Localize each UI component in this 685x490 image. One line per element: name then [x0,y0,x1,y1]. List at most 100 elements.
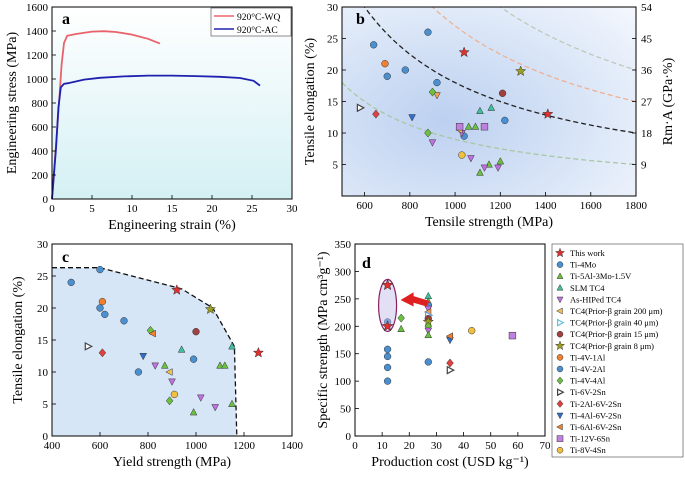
panel-a: 0 5 10 15 20 25 30 0 200 400 600 800 1000 1200 1400 160… [5,2,298,233]
data-point [468,327,476,335]
legend-marker [556,399,564,408]
x-tick-label: 20 [404,440,416,452]
x-axis-label: Production cost (USD kg⁻¹) [371,455,529,470]
data-point [471,122,480,130]
legend-label: Ti-2Al-6V-2Sn [570,399,622,409]
x-tick-label: 70 [540,440,552,452]
y-tick-label: 1200 [26,50,49,62]
iso-curve-1 [363,7,636,134]
legend-label: As-HIPed TC4 [570,294,622,304]
axes-frame [354,243,546,437]
data-point [98,348,107,358]
data-point [383,72,391,80]
y-tick-label: 1000 [26,74,49,86]
y-tick-label: 10 [37,367,49,379]
svg-text:b: b [356,11,365,28]
legend-marker [554,340,566,351]
y-tick-label: 400 [32,146,49,158]
x-tick-label: 400 [44,440,61,452]
data-point [170,390,179,399]
y-tick-label: 300 [335,266,352,278]
legend-label: TC4(Prior-β grain 200 μm) [570,306,663,316]
data-point-this-work [381,278,394,291]
legend-marker [556,412,564,420]
data-point [408,114,416,122]
data-point [171,284,183,295]
data-point [476,168,484,176]
data-point [84,342,94,351]
y-tick-label: 600 [32,122,49,134]
y-tick-label: 15 [327,97,339,109]
data-point [383,345,392,353]
x-tick-label: 1200 [489,200,512,212]
x-tick-label: 30 [287,203,299,215]
data-point [446,365,456,375]
legend-label: Ti-4Mo [570,260,596,270]
x-tick-label: 10 [377,440,389,452]
y-tick-label: 0 [43,194,49,206]
data-point [476,106,484,114]
legend-label: Ti-4V-2Al [570,364,606,374]
data-point [168,378,176,386]
x-tick-label: 600 [92,440,109,452]
y-tick-label: 0 [43,431,49,443]
data-point [228,342,236,350]
legend-label: Ti-8V-4Sn [570,445,607,455]
data-point [433,78,441,87]
panel-label-d: d [362,255,371,272]
data-point [424,358,432,366]
x-tick-label: 15 [167,203,179,215]
x-tick-label: 600 [356,200,373,212]
y-axis-label: Specific strength (MPa cm³g⁻¹) [316,251,331,428]
x-tick-label: 20 [207,203,219,215]
data-point [446,358,454,368]
x-tick-label: 1200 [233,440,256,452]
data-point [220,361,229,369]
data-point [467,155,475,163]
legend-marker [556,354,564,361]
data-point [401,66,409,74]
plot-background [52,7,292,199]
data-point [487,103,496,111]
legend-marker [556,423,563,431]
legend-marker [556,446,564,454]
data-point [160,361,169,369]
x-tick-label: 30 [431,440,443,452]
iso-curve-4 [634,7,636,8]
data-point [228,399,236,407]
data-point [96,265,104,274]
data-point [494,164,502,172]
data-point [424,330,433,339]
data-point [501,116,509,125]
legend-marker [556,435,564,442]
envelope-fill [52,267,237,436]
legend-marker [556,307,563,315]
data-point [148,329,156,338]
legend-marker [556,365,564,373]
legend-marker [556,318,565,327]
data-point [189,408,198,416]
plot-background [342,7,636,196]
data-point [424,128,432,138]
legend-marker [556,283,564,291]
legend-marker [556,272,564,279]
y-tick-label: 100 [335,376,352,388]
series-line-1 [51,74,261,200]
legend-marker [556,261,564,268]
legend-label: Ti-4Al-6V-2Sn [570,410,622,420]
x-tick-label: 1000 [444,200,467,212]
data-point [383,352,392,361]
legend-label: TC4(Prior-β grain 15 μm) [570,329,658,339]
data-point [445,332,453,340]
data-point [508,331,517,340]
y-tick-label: 30 [37,239,49,251]
legend-marker [556,388,565,397]
data-point [196,394,205,402]
panel-d: 0 10 20 30 40 50 60 70 0 50 100 150 200 250 300 350 Prod… [316,239,684,470]
y2-tick-label: 36 [641,65,653,77]
y2-tick-label: 54 [641,2,653,14]
data-point [480,164,489,172]
x-tick-label: 1400 [281,440,304,452]
